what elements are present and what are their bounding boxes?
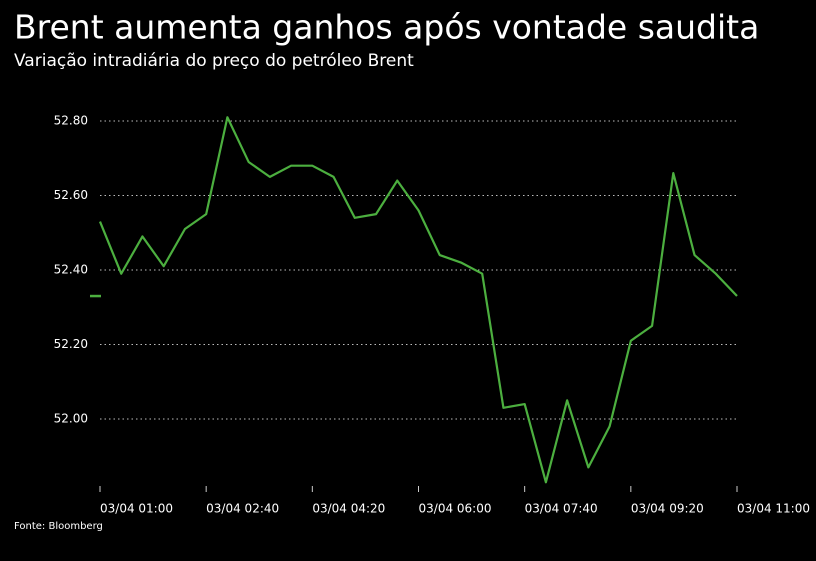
y-tick-label: 52.40 xyxy=(54,262,88,276)
x-tick-label: 03/04 09:20 xyxy=(631,502,704,516)
x-tick-label: 03/04 02:40 xyxy=(206,502,279,516)
source: Fonte: Bloomberg xyxy=(14,521,103,532)
x-tick-label: 03/04 01:00 xyxy=(100,502,173,516)
x-tick-label: 03/04 06:00 xyxy=(419,502,492,516)
x-tick-label: 03/04 07:40 xyxy=(525,502,598,516)
x-tick-label: 03/04 04:20 xyxy=(312,502,385,516)
chart-subtitle: Variação intradiária do preço do petróle… xyxy=(14,51,414,71)
chart-title: Brent aumenta ganhos após vontade saudit… xyxy=(14,8,759,47)
line-series xyxy=(98,116,738,484)
x-tick-label: 03/04 11:00 xyxy=(737,502,810,516)
y-tick-label: 52.00 xyxy=(54,411,88,425)
y-tick-label: 52.80 xyxy=(54,113,88,127)
y-tick-label: 52.20 xyxy=(54,337,88,351)
y-tick-label: 52.60 xyxy=(54,188,88,202)
